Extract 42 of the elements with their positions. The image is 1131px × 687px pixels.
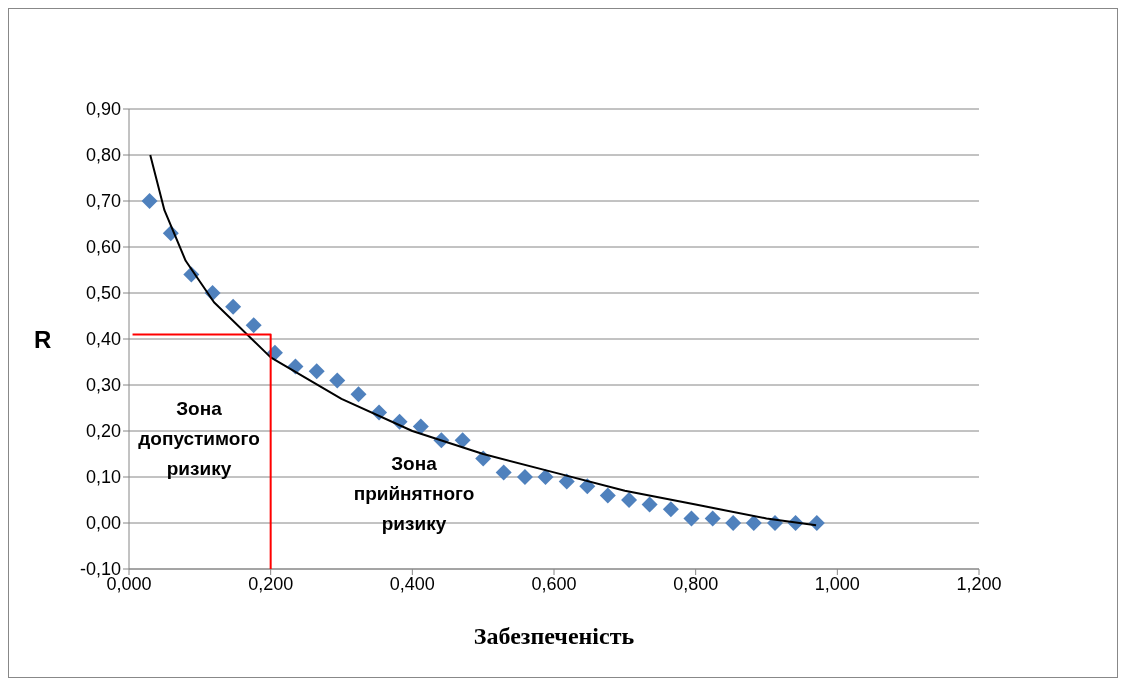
y-tick-label: 0,80 (85, 145, 121, 166)
point (725, 515, 742, 531)
point (745, 515, 762, 531)
point (454, 432, 471, 449)
point (641, 496, 658, 513)
y-tick-label: 0,00 (85, 513, 121, 534)
x-tick-label: 0,600 (531, 573, 577, 594)
point (329, 372, 346, 389)
point (495, 464, 512, 481)
y-tick-label: 0,10 (85, 467, 121, 488)
y-tick-label: 0,90 (85, 99, 121, 120)
point (308, 363, 325, 380)
y-tick-label: 0,30 (85, 375, 121, 396)
point (350, 386, 367, 403)
point (704, 510, 721, 527)
point (621, 492, 638, 508)
point (808, 515, 825, 531)
point (537, 469, 554, 485)
y-tick-label: 0,60 (85, 237, 121, 258)
x-tick-label: 0,400 (389, 573, 435, 594)
annotation: Зона прийнятного ризику (353, 453, 475, 534)
point (141, 193, 158, 209)
point (225, 298, 242, 315)
y-tick-label: 0,20 (85, 421, 121, 442)
x-tick-label: 1,000 (814, 573, 860, 594)
x-tick-label: 1,200 (956, 573, 1002, 594)
x-tick-label: 0,800 (673, 573, 719, 594)
point (245, 317, 262, 334)
y-tick-label: 0,50 (85, 283, 121, 304)
point (662, 501, 679, 518)
y-tick-label: 0,70 (85, 191, 121, 212)
point (683, 510, 700, 527)
y-axis-title: R (34, 325, 52, 353)
x-tick-label: 0,200 (248, 573, 294, 594)
x-axis-title: Забезпеченість (473, 623, 635, 649)
annotation: Зона допустимого ризику (138, 398, 260, 479)
point (558, 473, 575, 490)
point (412, 418, 429, 435)
point (599, 487, 616, 504)
point (579, 478, 596, 495)
y-tick-label: 0,40 (85, 329, 121, 350)
point (516, 469, 533, 485)
